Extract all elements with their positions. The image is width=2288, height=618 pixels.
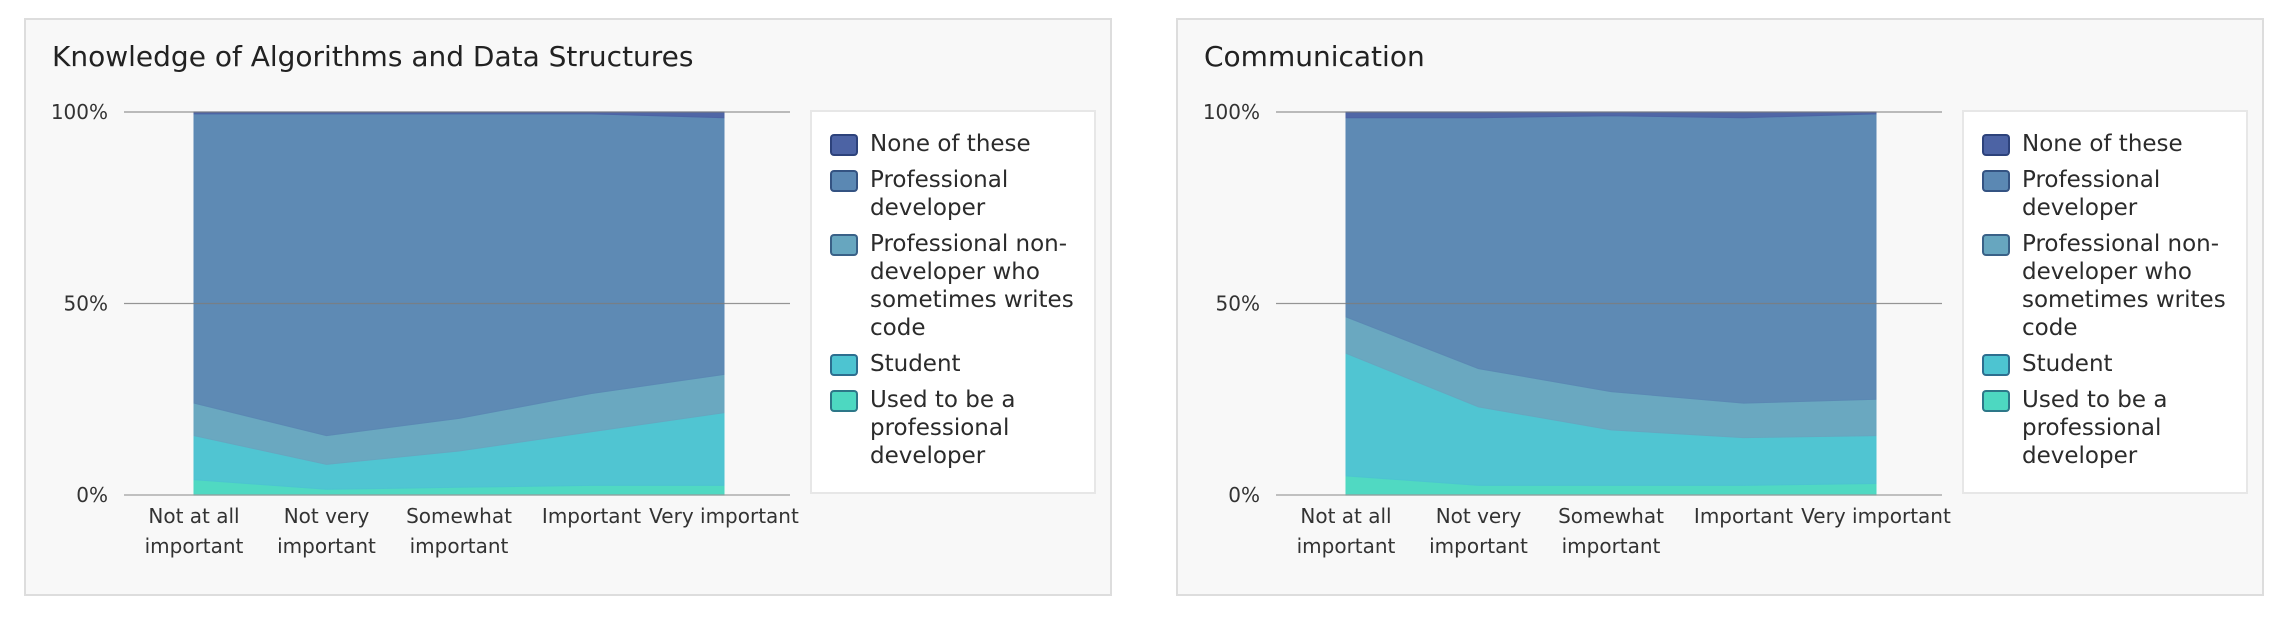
legend-swatch [830, 170, 858, 192]
legend-item: None of these [1982, 130, 2236, 158]
legend-swatch [830, 354, 858, 376]
chart-title: Communication [1204, 40, 1425, 73]
legend-label: Professional developer [2022, 167, 2161, 221]
x-tick-label: Not very important [277, 504, 376, 558]
y-tick-label: 0% [1228, 483, 1260, 507]
legend-label: None of these [870, 131, 1031, 157]
legend-item: Used to be a professional developer [1982, 386, 2236, 470]
x-tick-label: Somewhat important [1558, 504, 1664, 558]
x-tick-label: Not very important [1429, 504, 1528, 558]
legend-label: Professional non-developer who sometimes … [2022, 231, 2226, 341]
legend-swatch [830, 234, 858, 256]
y-tick-label: 0% [76, 483, 108, 507]
legend-label: Professional developer [870, 167, 1009, 221]
legend-label: Student [870, 351, 961, 377]
x-tick-label: Somewhat important [406, 504, 512, 558]
legend-item: Student [1982, 350, 2236, 378]
legend-item: Professional developer [830, 166, 1084, 222]
legend-label: Used to be a professional developer [2022, 387, 2168, 469]
area-chart-algorithms: 0% 50% 100% Not at all important Not very impo… [51, 100, 799, 558]
chart-panel-communication: Communication 0% 50% 100% Not at all importa… [1176, 18, 2264, 596]
legend-swatch [1982, 234, 2010, 256]
x-tick-label: Not at all important [145, 504, 244, 558]
legend-item: Professional non-developer who sometimes … [1982, 230, 2236, 342]
legend-label: Student [2022, 351, 2113, 377]
legend-label: Professional non-developer who sometimes … [870, 231, 1074, 341]
y-tick-label: 100% [51, 100, 108, 124]
x-tick-label: Very important [1801, 504, 1951, 528]
chart-panel-algorithms: Knowledge of Algorithms and Data Structu… [24, 18, 1112, 596]
legend-swatch [1982, 390, 2010, 412]
y-tick-label: 50% [1216, 292, 1260, 316]
legend-swatch [830, 390, 858, 412]
legend-item: Student [830, 350, 1084, 378]
x-tick-label: Important [542, 504, 641, 528]
legend-swatch [1982, 170, 2010, 192]
chart-legend: None of these Professional developer Profes… [1962, 110, 2248, 494]
x-tick-label: Not at all important [1297, 504, 1396, 558]
x-tick-label: Very important [649, 504, 799, 528]
legend-swatch [1982, 134, 2010, 156]
legend-swatch [830, 134, 858, 156]
legend-item: Used to be a professional developer [830, 386, 1084, 470]
legend-item: Professional developer [1982, 166, 2236, 222]
area-chart-communication: 0% 50% 100% Not at all important Not very impo… [1203, 100, 1951, 558]
y-tick-label: 50% [64, 292, 108, 316]
legend-swatch [1982, 354, 2010, 376]
chart-legend: None of these Professional developer Profes… [810, 110, 1096, 494]
legend-item: None of these [830, 130, 1084, 158]
legend-label: Used to be a professional developer [870, 387, 1016, 469]
legend-label: None of these [2022, 131, 2183, 157]
legend-item: Professional non-developer who sometimes … [830, 230, 1084, 342]
x-tick-label: Important [1694, 504, 1793, 528]
y-tick-label: 100% [1203, 100, 1260, 124]
chart-title: Knowledge of Algorithms and Data Structu… [52, 40, 694, 73]
